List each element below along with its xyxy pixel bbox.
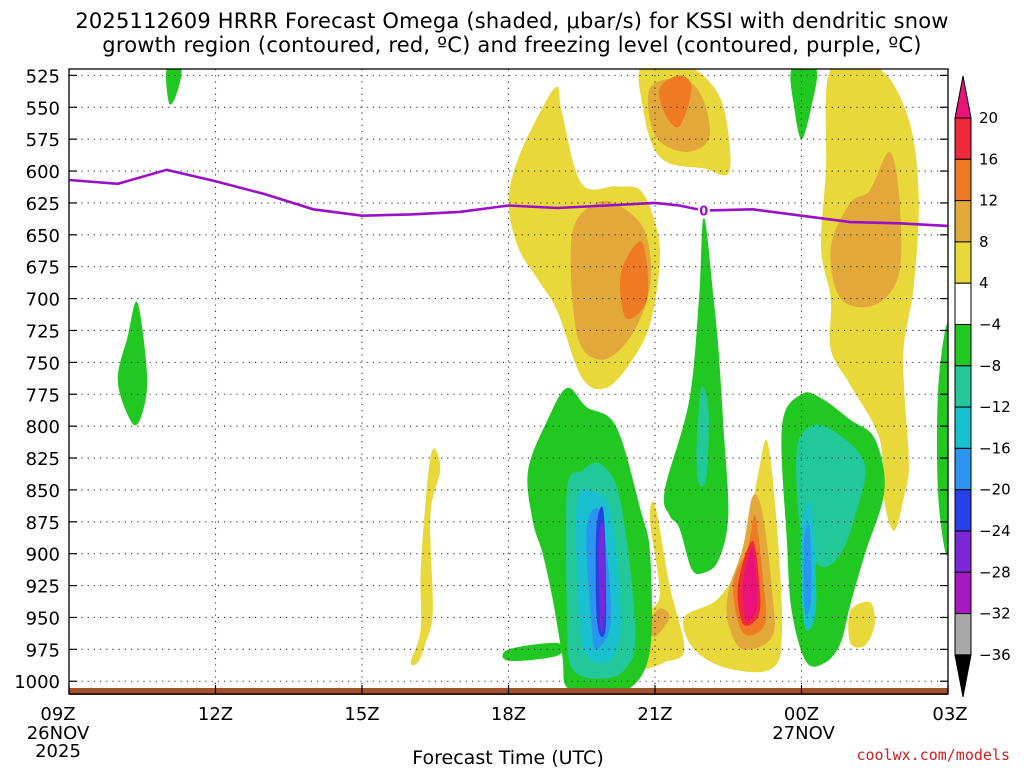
colorbar-top-arrow (954, 75, 972, 119)
y-tick-label-775: 775 (26, 385, 60, 406)
x-tick-label-00Z: 00Z (784, 704, 819, 725)
x-tick-label-15Z: 15Z (344, 704, 379, 725)
omega-region-0 (410, 448, 441, 666)
omega-shaded-regions (117, 69, 948, 691)
y-tick-label-975: 975 (26, 640, 60, 661)
colorbar-label-0: 20 (979, 109, 998, 127)
x-tick-label-09Z: 09Z (40, 704, 75, 725)
colorbar-label-5: −4 (979, 316, 1001, 334)
y-tick-label-900: 900 (26, 545, 60, 566)
omega-region-19 (790, 69, 818, 140)
omega-region-15 (742, 547, 758, 621)
y-tick-label-650: 650 (26, 226, 60, 247)
omega-region-16 (848, 601, 875, 648)
colorbar-label-9: −20 (979, 481, 1011, 499)
omega-region-9 (630, 501, 685, 669)
omega-region-8 (830, 151, 902, 308)
y-tick-label-750: 750 (26, 353, 60, 374)
colorbar-label-6: −8 (979, 357, 1001, 375)
colorbar-label-12: −32 (979, 605, 1011, 623)
colorbar-segment-11 (954, 530, 972, 573)
omega-region-28 (663, 217, 729, 575)
chart-title-line-1: 2025112609 HRRR Forecast Omega (shaded, … (75, 9, 949, 33)
omega-region-3 (619, 241, 649, 320)
y-tick-label-825: 825 (26, 449, 60, 470)
colorbar-label-7: −12 (979, 398, 1011, 416)
colorbar-label-1: 16 (979, 150, 998, 168)
colorbar-segment-2 (954, 158, 972, 202)
y-tick-label-725: 725 (26, 321, 60, 342)
y-tick-label-675: 675 (26, 258, 60, 279)
colorbar-segment-8 (954, 406, 972, 449)
y-tick-label-925: 925 (26, 577, 60, 598)
grid-lines (68, 69, 949, 694)
x-tick-label-03Z: 03Z (932, 704, 967, 725)
colorbar-segment-9 (954, 447, 972, 491)
colorbar-segment-13 (954, 613, 972, 656)
colorbar-segment-4 (954, 241, 972, 284)
colorbar-label-13: −36 (979, 646, 1011, 664)
y-tick-label-950: 950 (26, 608, 60, 629)
freezing-level-line (68, 168, 949, 228)
colorbar-bottom-arrow (954, 654, 972, 697)
y-tick-label-550: 550 (26, 98, 60, 119)
y-tick-label-575: 575 (26, 130, 60, 151)
x-tick-label-21Z: 21Z (637, 704, 672, 725)
omega-region-17 (165, 69, 182, 105)
omega-region-29 (696, 386, 709, 487)
omega-region-18 (117, 301, 148, 426)
x-tick-label-18Z: 18Z (491, 704, 526, 725)
colorbar-segment-6 (954, 324, 972, 367)
omega-region-10 (647, 608, 670, 637)
omega-colorbar: 20 16 12 8 4 −4 −8 −12 −16 −20 −24 −28 −32 −36 (954, 75, 1011, 697)
x-tick-date-09Z: 26NOV (27, 723, 90, 744)
y-tick-label-525: 525 (26, 66, 60, 87)
y-axis-ticks: 525 550 575 600 625 650 675 700 725 750 775 800 825 8… (14, 66, 948, 693)
y-tick-label-875: 875 (26, 513, 60, 534)
y-tick-label-1000: 1000 (14, 672, 60, 693)
freezing-level-contour: 0 (68, 168, 949, 228)
colorbar-label-10: −24 (979, 522, 1011, 540)
omega-region-27 (598, 522, 605, 633)
colorbar-segment-7 (954, 365, 972, 408)
colorbar-label-3: 8 (979, 233, 989, 251)
chart-title-line-2: growth region (contoured, red, ºC) and f… (102, 33, 922, 57)
y-tick-label-625: 625 (26, 194, 60, 215)
colorbar-segment-10 (954, 489, 972, 532)
model-credit: coolwx.com/models (856, 746, 1010, 764)
omega-region-21 (937, 323, 948, 556)
colorbar-segment-1 (954, 117, 972, 160)
omega-region-2 (570, 200, 652, 360)
omega-region-33 (803, 524, 812, 616)
colorbar-segment-3 (954, 200, 972, 243)
omega-region-6 (659, 75, 692, 128)
colorbar-segment-12 (954, 571, 972, 615)
x-tick-year-09Z: 2025 (35, 741, 81, 762)
x-tick-label-12Z: 12Z (198, 704, 233, 725)
y-tick-label-600: 600 (26, 162, 60, 183)
x-axis-label: Forecast Time (UTC) (412, 747, 603, 768)
y-tick-label-850: 850 (26, 481, 60, 502)
freezing-level-label: 0 (699, 205, 708, 220)
colorbar-label-8: −16 (979, 439, 1011, 457)
colorbar-label-2: 12 (979, 192, 998, 210)
colorbar-segment-5 (954, 282, 972, 326)
y-tick-label-800: 800 (26, 417, 60, 438)
x-tick-date-00Z: 27NOV (772, 723, 835, 744)
colorbar-label-11: −28 (979, 563, 1011, 581)
freezing-level-label-bg (697, 202, 710, 219)
y-tick-label-700: 700 (26, 290, 60, 311)
colorbar-label-4: 4 (979, 274, 989, 292)
omega-region-20 (502, 642, 564, 662)
